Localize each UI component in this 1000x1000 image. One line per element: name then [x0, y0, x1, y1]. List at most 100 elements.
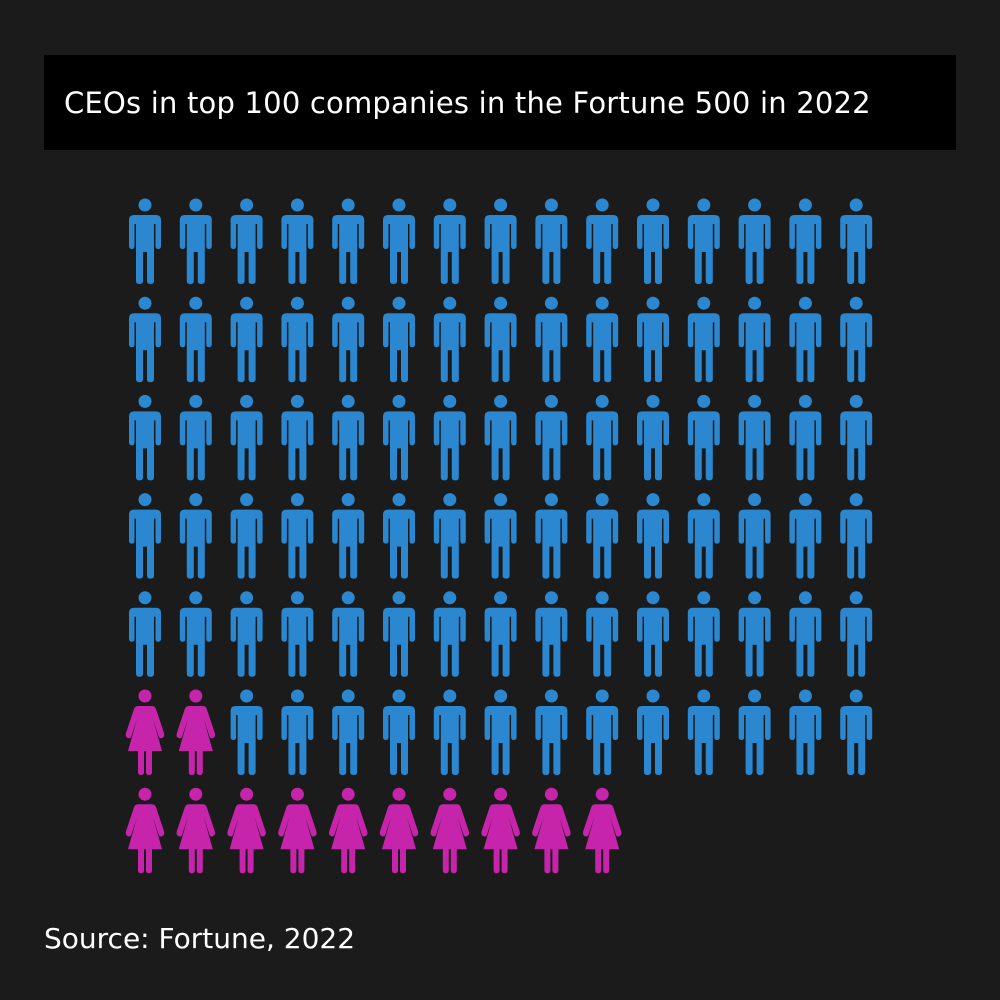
man-icon	[586, 394, 619, 481]
man-icon	[738, 493, 771, 579]
man-icon	[586, 296, 619, 383]
man-icon	[535, 198, 568, 284]
man-icon	[637, 591, 669, 677]
man-icon	[332, 591, 365, 677]
man-icon	[840, 493, 873, 579]
man-icon	[789, 689, 822, 775]
man-icon	[738, 591, 771, 677]
man-icon	[586, 689, 619, 775]
man-icon	[535, 591, 568, 677]
man-icon	[484, 493, 517, 579]
man-icon	[738, 198, 771, 284]
man-icon	[281, 689, 314, 775]
man-icon	[179, 394, 212, 481]
man-icon	[687, 394, 720, 481]
man-icon	[637, 689, 669, 775]
woman-icon	[176, 787, 216, 874]
man-icon	[383, 394, 415, 481]
man-icon	[281, 198, 314, 284]
man-icon	[433, 198, 466, 284]
man-icon	[179, 591, 212, 677]
man-icon	[230, 689, 263, 775]
man-icon	[179, 198, 212, 284]
man-icon	[687, 296, 720, 383]
woman-icon	[481, 787, 520, 874]
man-icon	[840, 591, 873, 677]
woman-icon	[176, 689, 216, 775]
woman-icon	[532, 787, 571, 874]
man-icon	[281, 493, 314, 579]
man-icon	[179, 493, 212, 579]
woman-icon	[379, 787, 419, 874]
man-icon	[484, 296, 517, 383]
man-icon	[535, 493, 568, 579]
title-bar: CEOs in top 100 companies in the Fortune…	[44, 55, 956, 150]
man-icon	[332, 689, 365, 775]
man-icon	[586, 591, 619, 677]
man-icon	[687, 493, 720, 579]
man-icon	[129, 493, 161, 579]
man-icon	[840, 198, 873, 284]
man-icon	[484, 198, 517, 284]
source-note: Source: Fortune, 2022	[44, 922, 356, 955]
woman-icon	[125, 689, 165, 775]
man-icon	[637, 296, 669, 383]
chart-title: CEOs in top 100 companies in the Fortune…	[64, 85, 871, 120]
man-icon	[332, 394, 365, 481]
man-icon	[840, 296, 873, 383]
man-icon	[433, 493, 466, 579]
man-icon	[687, 198, 720, 284]
man-icon	[383, 493, 415, 579]
woman-icon	[430, 787, 470, 874]
man-icon	[535, 689, 568, 775]
man-icon	[129, 296, 161, 383]
man-icon	[433, 394, 466, 481]
man-icon	[332, 296, 365, 383]
man-icon	[129, 198, 161, 284]
man-icon	[179, 296, 212, 383]
man-icon	[687, 591, 720, 677]
man-icon	[840, 689, 873, 775]
man-icon	[281, 296, 314, 383]
man-icon	[332, 198, 365, 284]
man-icon	[433, 689, 466, 775]
woman-icon	[227, 787, 266, 874]
man-icon	[230, 198, 263, 284]
man-icon	[535, 296, 568, 383]
man-icon	[433, 591, 466, 677]
man-icon	[281, 591, 314, 677]
man-icon	[383, 198, 415, 284]
man-icon	[586, 493, 619, 579]
man-icon	[230, 296, 263, 383]
man-icon	[789, 591, 822, 677]
man-icon	[789, 296, 822, 383]
man-icon	[484, 394, 517, 481]
woman-icon	[125, 787, 165, 874]
man-icon	[383, 591, 415, 677]
man-icon	[230, 493, 263, 579]
man-icon	[637, 394, 669, 481]
man-icon	[535, 394, 568, 481]
man-icon	[383, 689, 415, 775]
man-icon	[637, 198, 669, 284]
man-icon	[433, 296, 466, 383]
man-icon	[738, 394, 771, 481]
man-icon	[840, 394, 873, 481]
man-icon	[789, 198, 822, 284]
man-icon	[738, 689, 771, 775]
man-icon	[738, 296, 771, 383]
man-icon	[586, 198, 619, 284]
man-icon	[687, 689, 720, 775]
man-icon	[484, 689, 517, 775]
man-icon	[281, 394, 314, 481]
man-icon	[789, 493, 822, 579]
woman-icon	[582, 787, 622, 874]
man-icon	[129, 394, 161, 481]
man-icon	[129, 591, 161, 677]
man-icon	[332, 493, 365, 579]
man-icon	[637, 493, 669, 579]
woman-icon	[328, 787, 368, 874]
man-icon	[484, 591, 517, 677]
man-icon	[789, 394, 822, 481]
